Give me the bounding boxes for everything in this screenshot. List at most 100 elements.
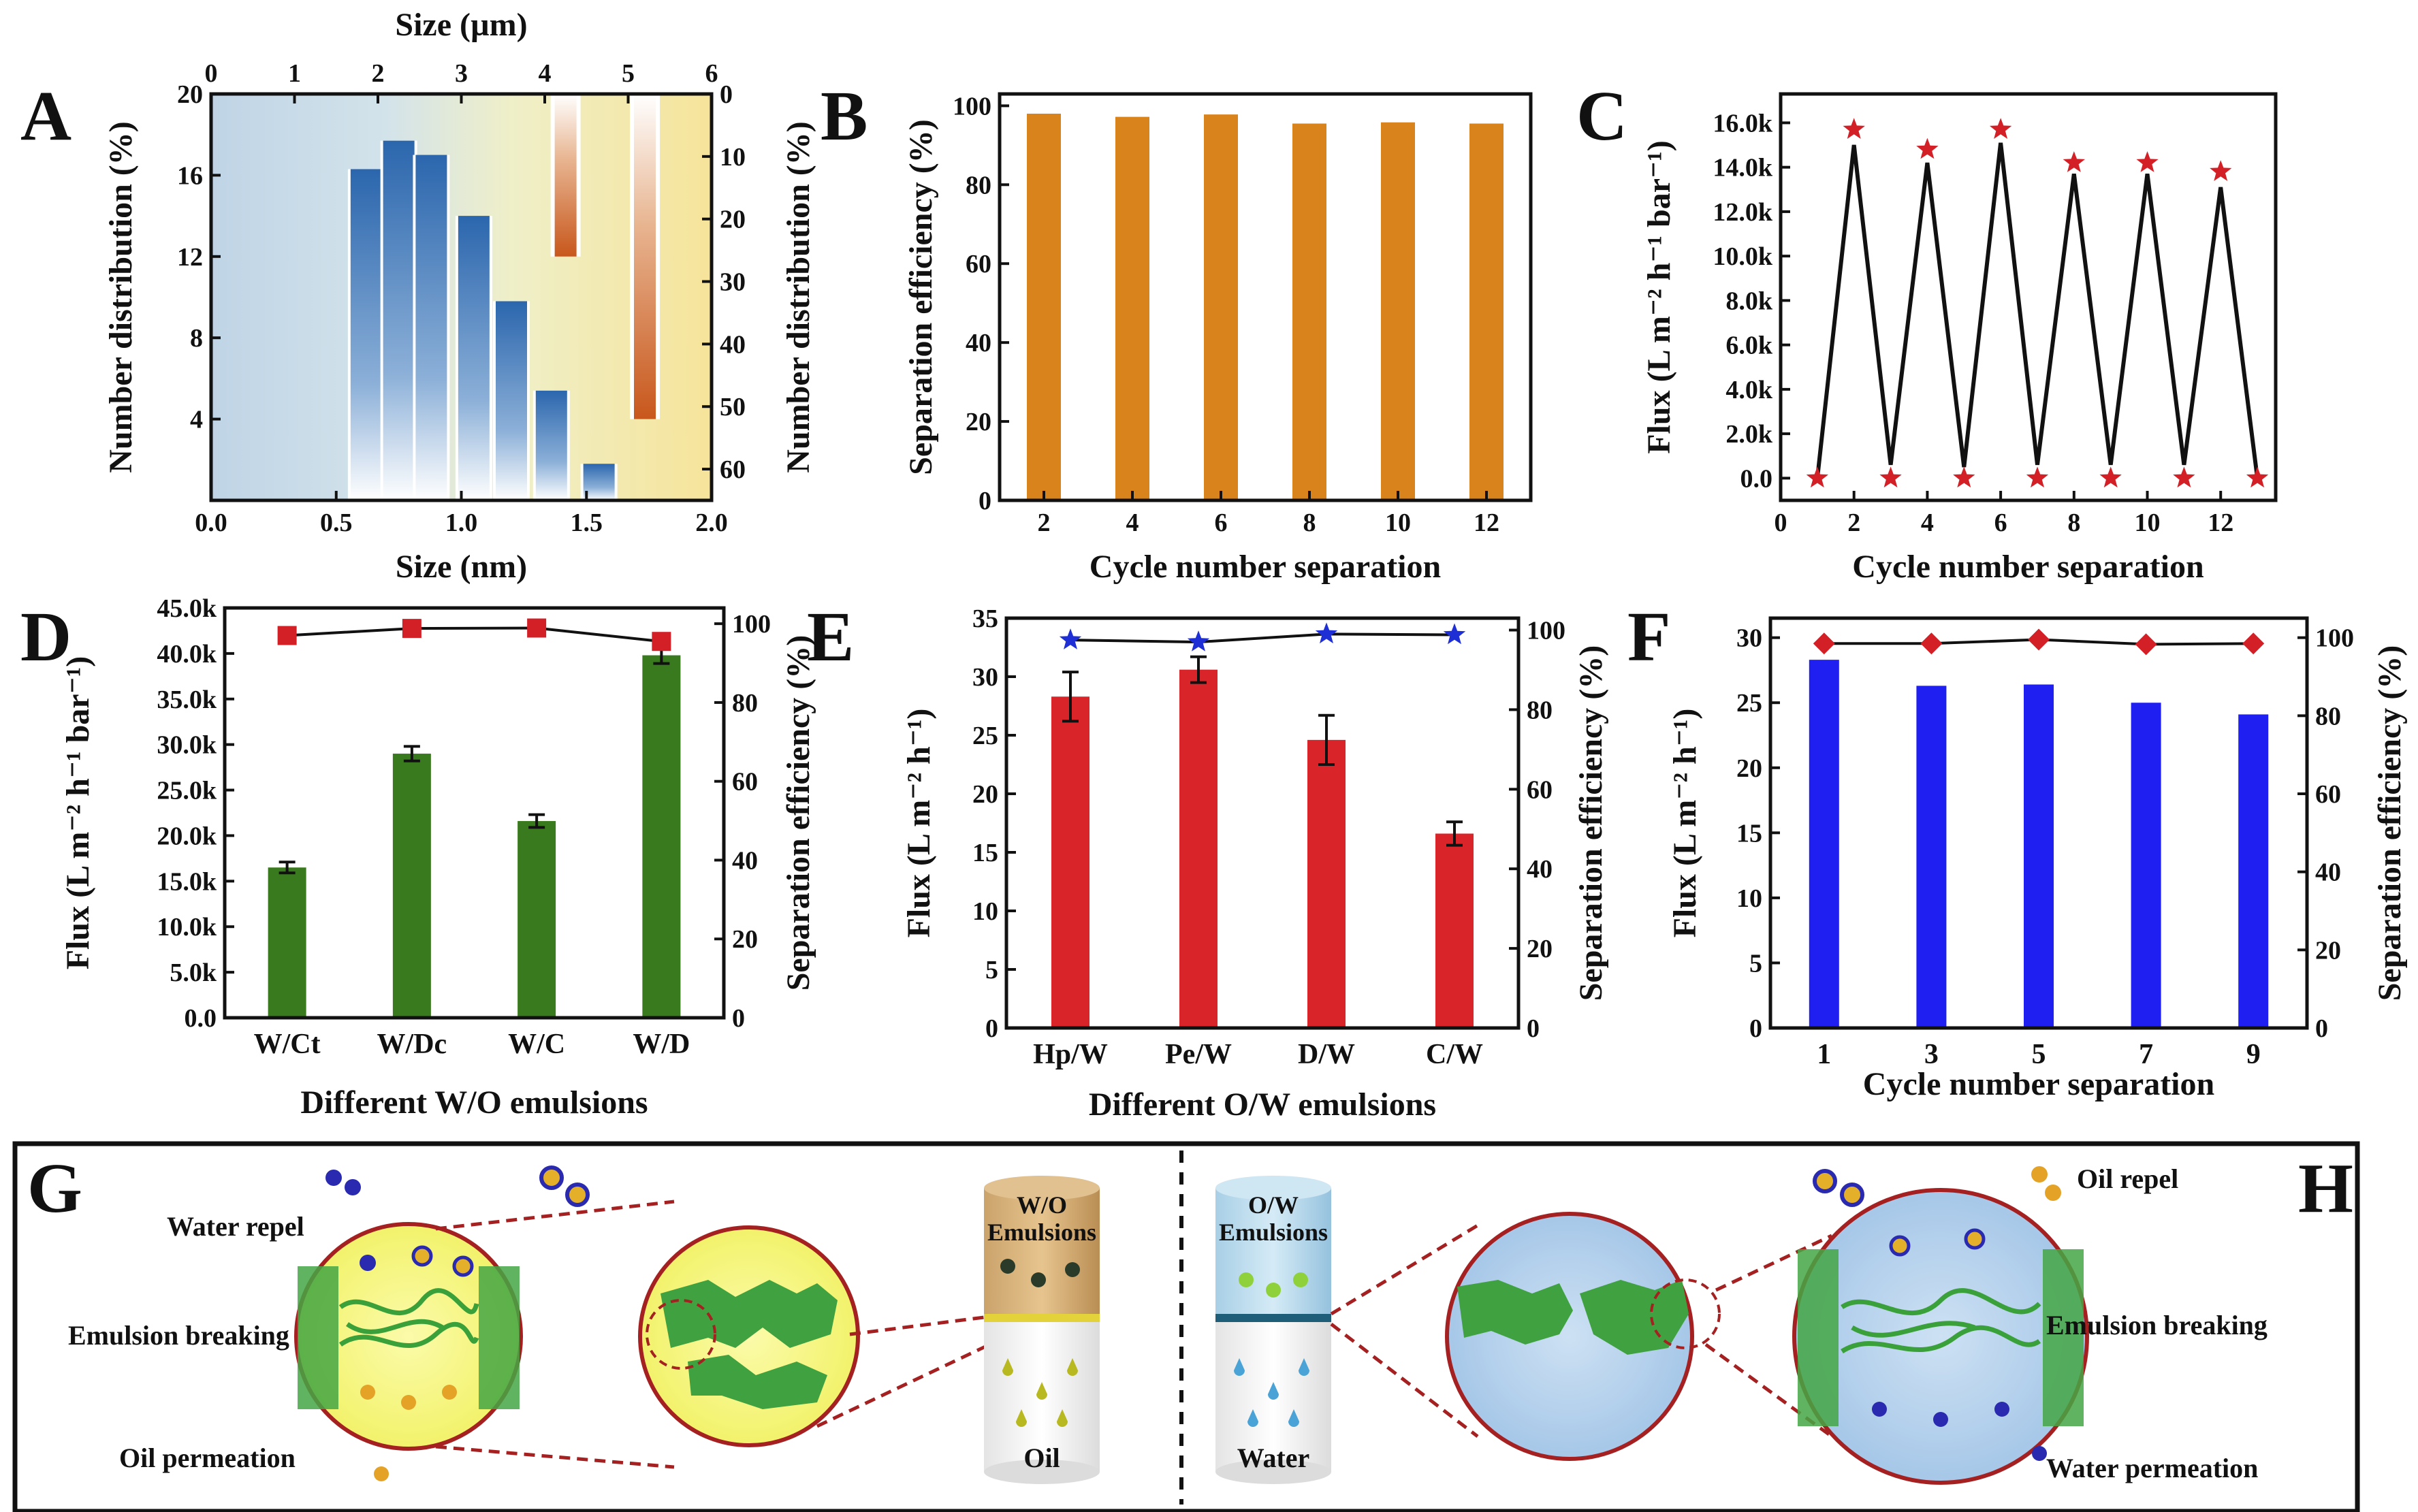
x2-tick-label: 6 xyxy=(705,59,718,88)
chart-c: 0 2 4 6 8 10 12 0.0 2.0k 4.0k 6.0k 8.0k 10.0k 12.0k 14… xyxy=(1641,92,2278,585)
water-droplet-icon xyxy=(1994,1402,2009,1417)
y-tick-label: 2.0k xyxy=(1725,420,1773,449)
x2-axis-title: Size (µm) xyxy=(395,7,527,43)
pore-zoom-circle-h xyxy=(1445,1212,1694,1461)
zoom-line-h3 xyxy=(1715,1234,1833,1292)
y2-axis-title: Number distribution (%) xyxy=(780,121,816,473)
star-marker xyxy=(1879,466,1902,488)
bar-size-nm xyxy=(535,390,567,500)
y2-tick-label: 0 xyxy=(732,1004,745,1033)
y-tick-label: 5 xyxy=(1749,949,1762,978)
y-tick-label: 35 xyxy=(972,605,998,633)
star-marker xyxy=(2099,466,2122,488)
efficiency-marker-star xyxy=(1443,623,1466,645)
x-category-label: W/Ct xyxy=(254,1029,321,1060)
x-tick-label: 10 xyxy=(2135,509,2161,537)
bar-flux xyxy=(268,867,306,1018)
cylinder-top-label-g: W/O Emulsions xyxy=(987,1191,1096,1246)
y-tick-label: 4.0k xyxy=(1725,376,1773,404)
x-category-label: Hp/W xyxy=(1033,1039,1108,1070)
cylinder-top-h xyxy=(1215,1176,1331,1200)
x-tick-label: 12 xyxy=(2208,509,2233,537)
y-tick-label: 100 xyxy=(953,92,991,120)
y-tick-label: 6.0k xyxy=(1725,332,1773,360)
bar-flux xyxy=(2238,714,2269,1028)
membrane-layer-g xyxy=(984,1314,1100,1322)
y-tick-label: 15 xyxy=(1736,819,1762,848)
x-axis-title: Cycle number separation xyxy=(1852,549,2204,585)
plot-frame xyxy=(1004,616,1521,1030)
droplet-icon xyxy=(1031,1272,1046,1287)
y-tick-label: 0 xyxy=(985,1014,998,1043)
fiber-network-h xyxy=(1841,1288,2041,1353)
y2-tick-label: 40 xyxy=(732,846,758,875)
zoom-line-g3 xyxy=(849,1312,1012,1336)
bar-size-nm xyxy=(458,216,490,500)
cylinder-h: O/W Emulsions Water xyxy=(1215,1176,1331,1484)
zoom-line-h2 xyxy=(1330,1323,1479,1438)
x-tick-label: 6 xyxy=(1215,509,1228,537)
x-tick-label: 12 xyxy=(1474,509,1499,537)
y2-tick-label: 60 xyxy=(1527,775,1553,804)
label-oil-permeation: Oil permeation xyxy=(119,1443,296,1473)
bar-efficiency xyxy=(1381,122,1415,500)
emulsion-droplet-icon xyxy=(1813,1169,1837,1193)
water-droplet-icon xyxy=(2032,1446,2047,1461)
cylinder-g: W/O Emulsions Oil xyxy=(984,1176,1100,1484)
zoom-line-h1 xyxy=(1330,1223,1479,1316)
y-tick-label: 30 xyxy=(972,663,998,692)
x-tick-label: 0 xyxy=(1775,509,1787,537)
y2-tick-label: 20 xyxy=(1527,935,1553,963)
y-axis-title: Flux (L m⁻² h⁻¹) xyxy=(901,709,937,938)
oil-droplet-icon xyxy=(374,1466,389,1481)
y2-tick-label: 0 xyxy=(720,80,733,109)
emulsion-droplet-icon xyxy=(452,1255,474,1277)
panel-letter-f: F xyxy=(1627,598,1671,676)
y-tick-label: 0 xyxy=(1749,1014,1762,1043)
y-tick-label: 10.0k xyxy=(1713,242,1773,271)
y-tick-label: 10 xyxy=(1736,884,1762,913)
y-tick-label: 40 xyxy=(966,329,991,357)
efficiency-marker-square xyxy=(652,632,671,652)
droplet-icon xyxy=(360,1255,376,1271)
efficiency-marker-star xyxy=(1187,630,1210,652)
detail-ring-g xyxy=(646,1299,716,1370)
chart-b: 2 4 6 8 10 12 0 20 40 60 80 100 Cycle number separat… xyxy=(903,92,1533,585)
y2-axis-title: Separation efficiency (%) xyxy=(1573,645,1609,1001)
droplet-icon xyxy=(1293,1272,1308,1287)
detail-ring-h xyxy=(1650,1278,1721,1349)
panel-letter-h: H xyxy=(2298,1149,2353,1227)
y2-tick-label: 60 xyxy=(732,768,758,797)
y-tick-label: 20.0k xyxy=(157,822,217,850)
oil-droplet-icon xyxy=(2045,1185,2061,1201)
x-tick-label: 8 xyxy=(1303,509,1316,537)
y2-tick-label: 20 xyxy=(732,925,758,954)
bar-efficiency xyxy=(1469,123,1504,500)
bar-flux xyxy=(1916,686,1947,1028)
membrane-layer-h xyxy=(1215,1314,1331,1322)
bar-size-nm xyxy=(496,301,527,500)
membrane-network-h2 xyxy=(1580,1280,1689,1355)
y-axis-title: Flux (L m⁻² h⁻¹ bar⁻¹) xyxy=(1641,140,1677,454)
emulsion-droplet-icon xyxy=(1840,1183,1864,1207)
star-marker xyxy=(2246,466,2269,488)
y-tick-label: 16 xyxy=(177,161,203,190)
x-tick-label: 4 xyxy=(1126,509,1139,537)
oil-droplet-icon xyxy=(360,1385,375,1400)
y2-tick-label: 50 xyxy=(720,393,746,421)
y-tick-label: 5.0k xyxy=(170,959,217,987)
label-emulsion-breaking-h: Emulsion breaking xyxy=(2046,1310,2268,1340)
droplet-icon xyxy=(1065,1262,1080,1277)
membrane-zoom-circle-h xyxy=(1792,1188,2089,1485)
y-tick-label: 5 xyxy=(985,956,998,984)
y2-tick-label: 0 xyxy=(1527,1014,1540,1043)
y-tick-label: 8 xyxy=(190,324,203,353)
efficiency-marker-square xyxy=(527,618,547,638)
y2-tick-label: 30 xyxy=(720,268,746,297)
x2-tick-label: 4 xyxy=(539,59,552,88)
x-tick-label: 2 xyxy=(1038,509,1051,537)
y2-tick-label: 100 xyxy=(2315,624,2354,653)
zoom-line-g1 xyxy=(435,1200,675,1231)
star-marker xyxy=(1916,138,1939,159)
y-tick-label: 0.0 xyxy=(1740,464,1773,493)
